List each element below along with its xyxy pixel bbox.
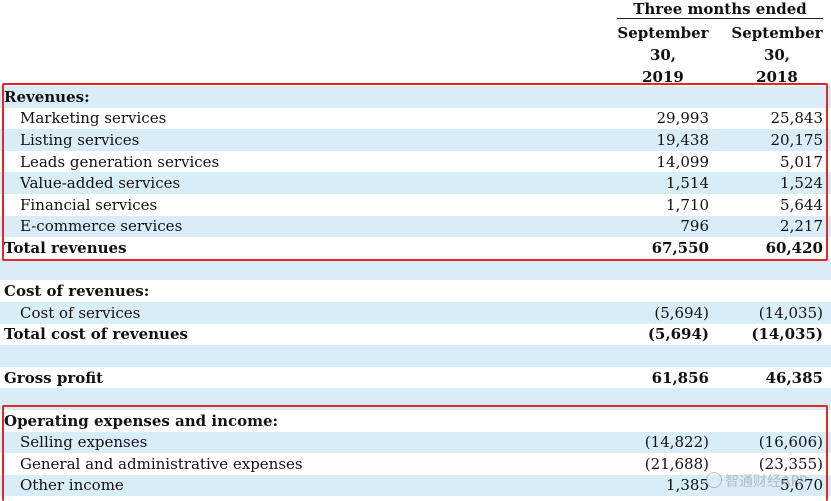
row-label: Other income [0,474,600,497]
value-2018: 20,175 [715,129,831,151]
watermark: 智通财经APP [706,471,807,491]
value-2019: 1,385 [600,474,715,497]
column-2018: September 30, 2018 [731,24,823,84]
value-2019 [600,280,715,302]
spacer-row [0,388,831,410]
value-2019 [600,388,715,410]
spacer-row [0,258,831,281]
table-row: Gross profit 61,856 46,385 [0,367,831,389]
row-label: Listing services [0,129,600,151]
column-header: Three months ended September 30, 2019 Se… [0,0,831,84]
value-2019: 29,993 [656,109,710,128]
row-label [0,388,600,410]
table-row: E-commerce services 796 2,217 [0,215,831,238]
value-2019 [600,410,715,432]
value-2018: 25,843 [770,109,824,128]
value-2018: 60,420 [765,238,823,257]
table-row: Selling expenses (14,822) (16,606) [0,431,831,454]
row-label: Total cost of revenues [4,325,188,344]
value-2018 [715,410,831,432]
column-rule-2018 [731,84,823,85]
value-2018 [715,345,831,367]
value-2019 [600,345,715,367]
row-label [0,258,600,281]
table-row: Value-added services 1,514 1,524 [0,172,831,194]
value-2018: 5,017 [780,152,823,171]
row-label: Total revenues [4,238,127,257]
row-label: Gross profit [4,368,104,387]
table-row: Cost of revenues: [0,280,831,302]
value-2018: (23,355) [758,454,823,473]
column-2019: September 30, 2019 [617,24,709,84]
value-2018 [715,86,831,108]
value-2019: (5,694) [600,301,715,324]
income-statement-table: Revenues: Marketing services 29,993 25,843 L… [0,86,831,497]
row-label: General and administrative expenses [20,454,303,473]
column-rule-2019 [617,84,709,85]
value-2019: 61,856 [651,368,709,387]
value-2018: 46,385 [765,368,823,387]
row-label [0,345,600,367]
row-label: Operating expenses and income: [4,411,279,430]
value-2019: 14,099 [656,152,710,171]
value-2018: (14,035) [715,301,831,324]
value-2019: 19,438 [600,129,715,151]
value-2018 [715,388,831,410]
table-row: Cost of services (5,694) (14,035) [0,301,831,324]
value-2018: (14,035) [751,325,823,344]
value-2018: 1,524 [715,172,831,194]
table-row: Financial services 1,710 5,644 [0,194,831,216]
row-label: Leads generation services [20,152,220,171]
value-2019 [600,258,715,281]
period-group-title: Three months ended [617,0,823,19]
table-row: Leads generation services 14,099 5,017 [0,151,831,173]
table-row: General and administrative expenses (21,6… [0,453,831,475]
table-row: Listing services 19,438 20,175 [0,129,831,151]
row-label: Financial services [20,195,158,214]
value-2019: 796 [600,215,715,238]
value-2018: 2,217 [715,215,831,238]
value-2019: 1,710 [666,195,709,214]
row-label: Cost of revenues: [4,282,150,301]
row-label: E-commerce services [0,215,600,238]
table-row: Other income 1,385 5,670 [0,474,831,497]
value-2018: 5,670 [715,474,831,497]
value-2018: (16,606) [715,431,831,454]
value-2019: (5,694) [647,325,709,344]
value-2019: (14,822) [600,431,715,454]
watermark-logo-icon [706,472,722,488]
spacer-row [0,345,831,367]
table-row: Revenues: [0,86,831,108]
value-2018 [715,280,831,302]
row-label: Marketing services [20,109,167,128]
value-2019: 67,550 [651,238,709,257]
value-2019: (21,688) [644,454,709,473]
value-2019: 1,514 [600,172,715,194]
row-label: Cost of services [0,301,600,324]
row-label: Selling expenses [0,431,600,454]
table-row: Total revenues 67,550 60,420 [0,237,831,259]
value-2018: 5,644 [780,195,823,214]
table-row: Total cost of revenues (5,694) (14,035) [0,324,831,346]
row-label: Revenues: [0,86,600,108]
table-row: Operating expenses and income: [0,410,831,432]
value-2019 [600,86,715,108]
table-row: Marketing services 29,993 25,843 [0,108,831,130]
row-label: Value-added services [0,172,600,194]
value-2018 [715,258,831,281]
